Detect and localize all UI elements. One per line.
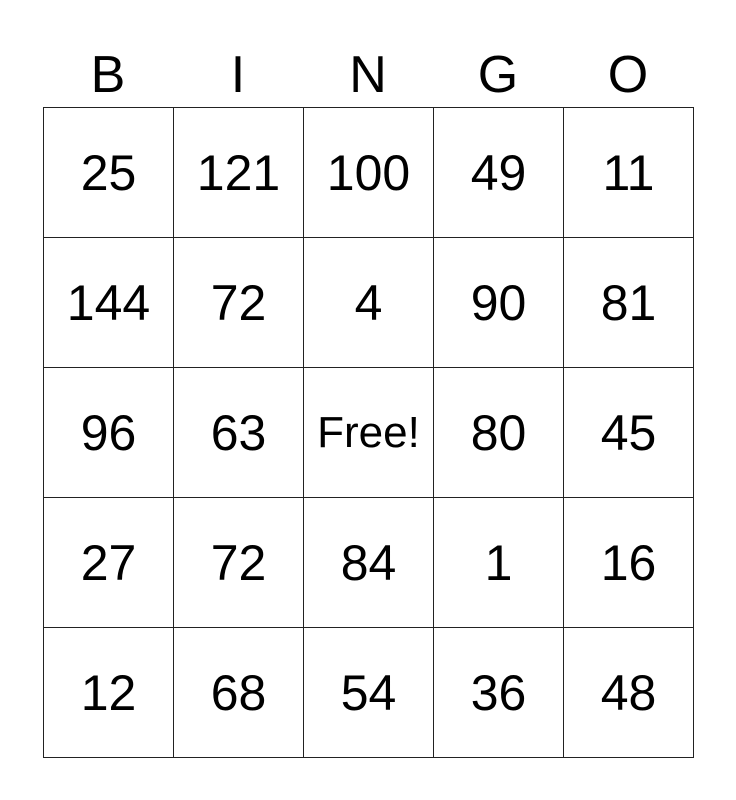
bingo-cell: 16 — [563, 497, 694, 628]
bingo-cell: 72 — [173, 237, 304, 368]
header-letter-g: G — [477, 46, 519, 104]
grid-row: 25 121 100 49 11 — [43, 107, 694, 238]
bingo-cell: 63 — [173, 367, 304, 498]
bingo-cell: 80 — [433, 367, 564, 498]
bingo-cell: 90 — [433, 237, 564, 368]
grid-row: 12 68 54 36 48 — [43, 627, 694, 758]
bingo-cell: 96 — [43, 367, 174, 498]
bingo-cell: 45 — [563, 367, 694, 498]
bingo-cell: 49 — [433, 107, 564, 238]
free-space-cell: Free! — [303, 367, 434, 498]
grid-row: 96 63 Free! 80 45 — [43, 367, 694, 498]
header-letter-b: B — [90, 46, 126, 104]
bingo-cell: 36 — [433, 627, 564, 758]
header-letter-o: O — [607, 46, 649, 104]
bingo-cell: 144 — [43, 237, 174, 368]
bingo-cell: 25 — [43, 107, 174, 238]
bingo-cell: 4 — [303, 237, 434, 368]
bingo-cell: 27 — [43, 497, 174, 628]
header-letter-i: I — [230, 46, 246, 104]
bingo-cell: 121 — [173, 107, 304, 238]
bingo-cell: 48 — [563, 627, 694, 758]
grid-row: 27 72 84 1 16 — [43, 497, 694, 628]
bingo-cell: 11 — [563, 107, 694, 238]
bingo-grid: 25 121 100 49 11 144 72 4 90 81 96 63 Free! 80 45 27 72 8… — [43, 107, 694, 758]
bingo-cell: 100 — [303, 107, 434, 238]
bingo-cell: 68 — [173, 627, 304, 758]
bingo-cell: 81 — [563, 237, 694, 368]
bingo-cell: 54 — [303, 627, 434, 758]
bingo-cell: 72 — [173, 497, 304, 628]
bingo-cell: 12 — [43, 627, 174, 758]
bingo-cell: 1 — [433, 497, 564, 628]
header-letter-n: N — [349, 46, 387, 104]
grid-row: 144 72 4 90 81 — [43, 237, 694, 368]
bingo-cell: 84 — [303, 497, 434, 628]
